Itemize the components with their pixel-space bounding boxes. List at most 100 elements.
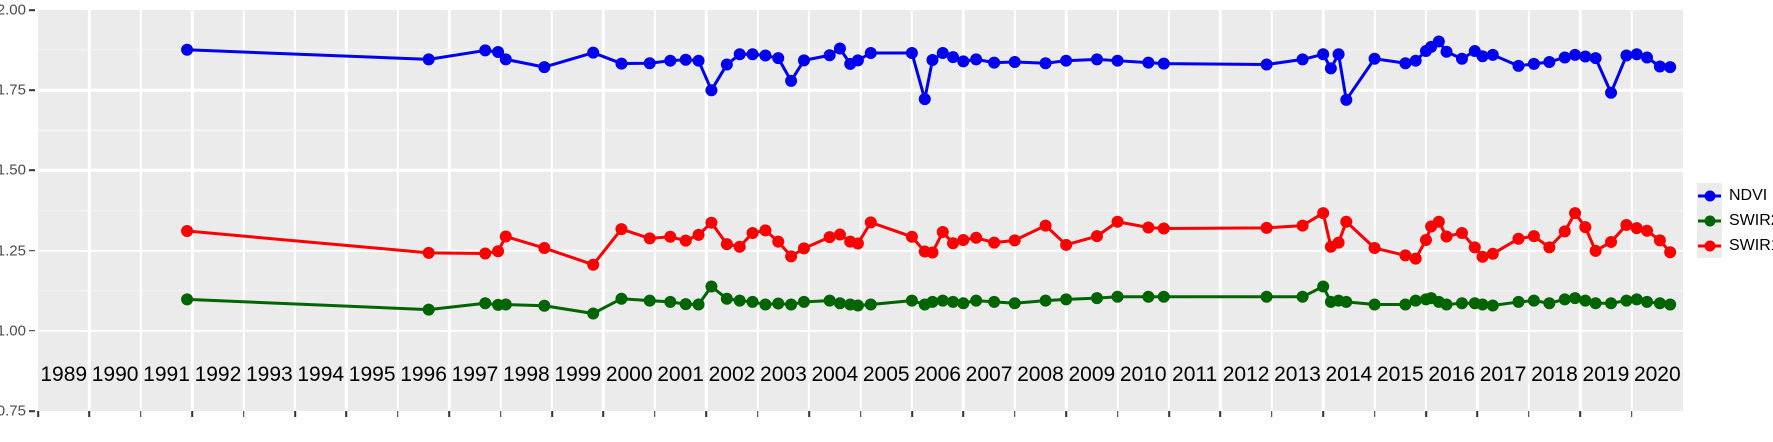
x-axis-tick-label: 2012 — [1222, 363, 1270, 386]
data-point — [1440, 298, 1453, 311]
data-point — [970, 294, 983, 307]
data-point — [1641, 51, 1654, 64]
data-point — [1399, 298, 1412, 311]
y-axis-tick-label: 1.00 — [0, 322, 26, 340]
data-point — [1142, 56, 1155, 69]
data-point — [772, 297, 785, 310]
data-point — [1432, 215, 1445, 228]
y-axis-tick-label: 1.75 — [0, 81, 26, 99]
x-axis-tick-label: 1995 — [348, 363, 396, 386]
data-point — [1317, 280, 1330, 293]
x-axis-tick-mark — [551, 411, 553, 417]
data-point — [1641, 295, 1654, 308]
data-point — [1340, 295, 1353, 308]
data-point — [1620, 218, 1633, 231]
data-point — [1512, 232, 1525, 245]
data-point — [1368, 242, 1381, 255]
data-point — [679, 298, 692, 311]
chart-legend: NDVI SWIR2 SWIR1 — [1697, 183, 1773, 258]
data-point — [926, 295, 939, 308]
data-point — [947, 51, 960, 64]
data-point — [538, 61, 551, 74]
data-point — [1512, 59, 1525, 72]
data-point — [1476, 298, 1489, 311]
x-axis-tick-label: 2011 — [1172, 363, 1218, 386]
data-point — [1340, 93, 1353, 106]
data-point — [864, 216, 877, 229]
x-axis-tick-label: 2009 — [1068, 363, 1116, 386]
y-axis-tick-mark — [29, 249, 35, 252]
data-point — [692, 298, 705, 311]
data-point — [1039, 219, 1052, 232]
series-swir2 — [181, 280, 1677, 320]
data-point — [1476, 250, 1489, 263]
data-point — [615, 223, 628, 236]
data-point — [1296, 290, 1309, 303]
data-point — [422, 303, 435, 316]
legend-label: SWIR2 — [1729, 211, 1773, 229]
legend-label: NDVI — [1729, 186, 1768, 204]
data-point — [1260, 58, 1273, 71]
legend-item-swir2[interactable]: SWIR2 — [1697, 208, 1773, 233]
gridline-major-vertical — [1476, 10, 1479, 411]
data-point — [759, 224, 772, 237]
data-point — [1468, 241, 1481, 254]
data-point — [1653, 234, 1666, 247]
x-axis-tick-label: 2001 — [657, 363, 704, 386]
data-point — [1605, 297, 1618, 310]
data-point — [664, 295, 677, 308]
data-point — [918, 93, 931, 106]
x-axis-tick-label: 2018 — [1531, 363, 1578, 386]
data-point — [772, 235, 785, 248]
data-point — [1008, 297, 1021, 310]
data-point — [1664, 246, 1677, 259]
data-point — [1630, 48, 1643, 61]
data-point — [679, 234, 692, 247]
x-axis-tick-mark — [962, 411, 965, 417]
data-point — [720, 292, 733, 305]
data-point — [733, 48, 746, 61]
x-axis-tick-label: 1999 — [554, 363, 602, 386]
data-point — [1008, 55, 1021, 68]
data-point — [797, 295, 810, 308]
x-axis-tick-label: 2003 — [760, 363, 807, 386]
data-point — [720, 58, 733, 71]
data-point — [1569, 48, 1582, 61]
x-axis-tick-label: 2005 — [862, 363, 910, 386]
data-point — [1579, 294, 1592, 307]
series-ndvi — [181, 35, 1677, 106]
x-axis: 1989 1990 1991 1992 1993 1994 1995 1996 1997 1998… — [37, 363, 1683, 442]
data-point — [1368, 52, 1381, 65]
data-point — [1090, 230, 1103, 243]
data-point — [422, 246, 435, 259]
data-point — [1558, 51, 1571, 64]
legend-key-swatch — [1697, 233, 1722, 258]
x-axis-tick-mark — [448, 411, 451, 417]
data-point — [1605, 86, 1618, 99]
x-axis-tick-mark — [654, 411, 656, 417]
y-axis-tick-mark — [29, 169, 35, 172]
gridline-major-vertical — [88, 10, 91, 411]
legend-item-ndvi[interactable]: NDVI — [1697, 183, 1773, 208]
data-point — [936, 294, 949, 307]
x-axis-tick-mark — [602, 411, 605, 417]
data-point — [785, 74, 798, 87]
legend-item-swir1[interactable]: SWIR1 — [1697, 233, 1773, 258]
x-axis-tick-mark — [1013, 411, 1016, 417]
data-point — [499, 53, 512, 66]
data-point — [1558, 293, 1571, 306]
data-point — [492, 245, 505, 258]
data-point — [1090, 292, 1103, 305]
data-point — [772, 52, 785, 65]
data-point — [733, 240, 746, 253]
data-point — [1527, 230, 1540, 243]
data-point — [957, 55, 970, 68]
x-axis-tick-mark — [1116, 411, 1119, 417]
data-point — [1486, 247, 1499, 260]
data-point — [679, 53, 692, 66]
x-axis-tick-label: 2007 — [965, 363, 1013, 386]
data-point — [664, 230, 677, 243]
x-axis-tick-label: 2013 — [1274, 363, 1321, 386]
x-axis-tick-mark — [294, 411, 296, 417]
